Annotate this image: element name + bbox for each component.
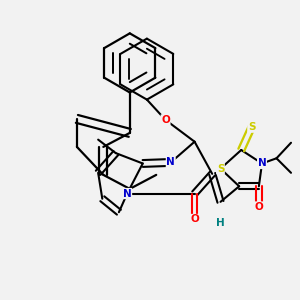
Text: O: O bbox=[254, 202, 263, 212]
Text: N: N bbox=[167, 158, 175, 167]
Text: O: O bbox=[161, 115, 170, 125]
Text: S: S bbox=[217, 164, 224, 174]
Text: N: N bbox=[258, 158, 266, 169]
Text: H: H bbox=[216, 218, 225, 228]
Text: N: N bbox=[123, 188, 132, 199]
Text: O: O bbox=[190, 214, 199, 224]
Text: S: S bbox=[248, 122, 255, 132]
